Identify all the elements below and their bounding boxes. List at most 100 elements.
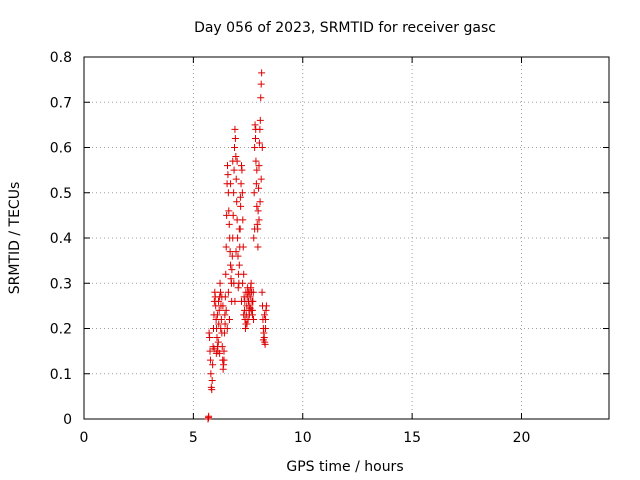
x-axis-label: GPS time / hours: [286, 459, 403, 475]
data-point-marker: [250, 234, 258, 242]
data-point-marker: [255, 139, 263, 147]
data-point-marker: [251, 144, 259, 151]
y-tick-label: 0.3: [50, 276, 72, 292]
data-point-marker: [239, 279, 247, 287]
data-point-marker: [257, 175, 265, 183]
data-point-marker: [255, 216, 263, 224]
x-tick-label: 20: [513, 430, 531, 446]
data-point-marker: [206, 347, 214, 355]
data-point-marker: [259, 336, 267, 344]
y-tick-label: 0: [63, 412, 72, 428]
data-point-marker: [230, 166, 238, 174]
data-point-marker: [222, 243, 230, 251]
x-tick-label: 10: [294, 430, 312, 446]
y-tick-label: 0.2: [50, 322, 72, 338]
data-point-marker: [227, 261, 235, 269]
data-point-marker: [251, 121, 259, 129]
data-point-marker: [262, 315, 270, 323]
data-point-marker: [207, 370, 215, 378]
axis-ticks: [83, 56, 609, 420]
data-point-marker: [231, 144, 238, 151]
data-point-marker: [255, 184, 263, 192]
data-point-marker: [220, 356, 228, 364]
data-point-marker: [253, 166, 261, 174]
data-point-marker: [244, 315, 252, 323]
data-point-marker: [231, 134, 239, 142]
data-point-marker: [258, 144, 266, 151]
y-tick-label: 0.5: [50, 186, 72, 202]
data-point-marker: [231, 297, 239, 305]
data-point-marker: [253, 202, 261, 210]
data-point-marker: [237, 202, 245, 210]
data-point-marker: [251, 225, 259, 233]
data-point-marker: [206, 356, 214, 364]
data-point-marker: [230, 279, 238, 287]
data-point-marker: [225, 207, 233, 215]
data-point-marker: [221, 311, 229, 319]
data-point-marker: [222, 306, 230, 314]
data-point-marker: [227, 180, 235, 188]
data-point-marker: [217, 315, 225, 323]
data-point-marker: [214, 338, 222, 346]
data-point-marker: [225, 315, 233, 323]
data-point-marker: [216, 279, 224, 287]
data-point-marker: [250, 189, 258, 197]
data-point-marker: [242, 288, 250, 296]
x-tick-label: 0: [80, 430, 89, 446]
data-point-marker: [215, 320, 223, 328]
data-point-marker: [205, 412, 213, 420]
data-point-marker: [218, 343, 226, 351]
data-point-marker: [240, 270, 248, 278]
data-point-marker: [223, 325, 231, 332]
data-point-marker: [240, 311, 248, 319]
data-point-marker: [217, 325, 225, 332]
data-point-marker: [233, 198, 241, 206]
data-point-marker: [252, 125, 260, 133]
data-point-marker: [217, 288, 224, 296]
data-point-marker: [232, 248, 240, 256]
y-tick-label: 0.4: [50, 231, 72, 247]
data-point-marker: [256, 116, 264, 124]
data-point-marker: [213, 334, 221, 342]
data-point-marker: [262, 325, 270, 332]
data-point-marker: [222, 270, 230, 278]
data-point-marker: [206, 334, 214, 342]
data-point-marker: [234, 284, 242, 292]
data-point-marker: [230, 189, 238, 197]
data-point-marker: [234, 234, 242, 242]
data-points: [204, 69, 270, 423]
data-point-marker: [256, 198, 264, 206]
y-tick-label: 0.8: [50, 50, 72, 66]
data-point-marker: [208, 386, 216, 394]
data-point-marker: [252, 134, 259, 142]
data-point-marker: [223, 211, 231, 219]
y-tick-label: 0.6: [50, 141, 72, 157]
data-point-marker: [252, 180, 260, 188]
data-point-marker: [258, 288, 266, 296]
data-point-marker: [210, 345, 218, 353]
data-point-marker: [239, 216, 247, 224]
data-point-marker: [235, 261, 243, 269]
data-point-marker: [232, 153, 240, 161]
data-point-marker: [254, 207, 262, 215]
data-point-marker: [237, 180, 245, 188]
data-point-marker: [262, 302, 270, 310]
data-point-marker: [219, 302, 227, 310]
data-point-marker: [238, 166, 246, 174]
data-point-marker: [209, 361, 217, 369]
data-point-marker: [246, 293, 254, 301]
data-point-marker: [233, 157, 241, 165]
data-point-marker: [220, 329, 228, 337]
data-point-marker: [226, 248, 234, 256]
data-point-marker: [225, 220, 233, 228]
data-point-marker: [224, 171, 232, 179]
chart-title: Day 056 of 2023, SRMTID for receiver gas…: [194, 20, 496, 36]
data-point-marker: [208, 377, 216, 385]
y-axis-label: SRMTID / TECUs: [7, 182, 23, 295]
data-point-marker: [216, 349, 224, 357]
data-point-marker: [243, 320, 251, 328]
data-point-marker: [218, 293, 226, 301]
data-point-marker: [215, 306, 223, 314]
data-point-marker: [234, 252, 242, 260]
